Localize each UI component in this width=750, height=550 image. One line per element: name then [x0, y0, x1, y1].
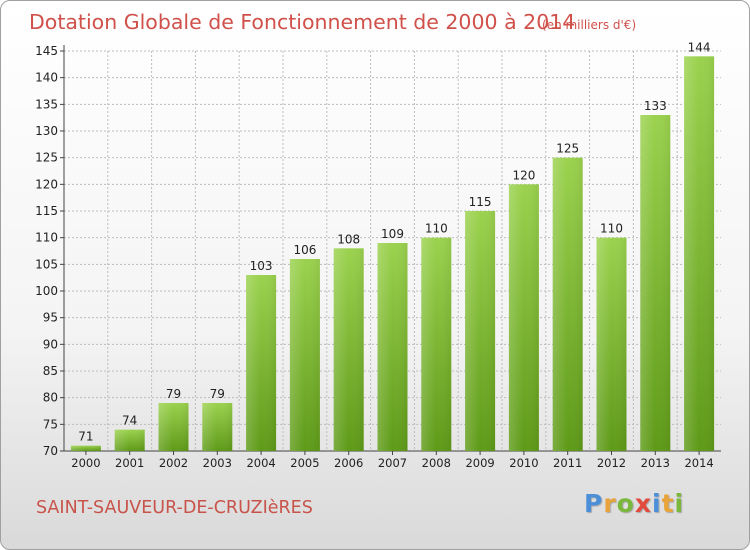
- x-tick-label: 2008: [422, 456, 451, 470]
- data-label: 79: [210, 387, 225, 401]
- chart-unit: (en milliers d'€): [542, 18, 637, 32]
- data-label: 106: [293, 243, 316, 257]
- x-tick-label: 2010: [509, 456, 538, 470]
- data-label: 115: [469, 195, 492, 209]
- bar-shine: [114, 429, 145, 451]
- x-tick-label: 2006: [334, 456, 363, 470]
- data-label: 108: [337, 232, 360, 246]
- y-tick-label: 105: [35, 257, 58, 271]
- x-tick-label: 2001: [115, 456, 144, 470]
- bar-shine: [596, 237, 627, 451]
- y-tick-label: 115: [35, 204, 58, 218]
- y-tick-label: 125: [35, 151, 58, 165]
- logo-letter: i: [652, 489, 662, 518]
- data-label: 133: [644, 99, 667, 113]
- x-tick-label: 2002: [159, 456, 188, 470]
- bar-shine: [552, 157, 583, 451]
- y-tick-label: 110: [35, 231, 58, 245]
- x-tick-label: 2007: [378, 456, 407, 470]
- data-label: 103: [250, 259, 273, 273]
- y-tick-label: 135: [35, 97, 58, 111]
- y-tick-label: 130: [35, 124, 58, 138]
- y-tick-label: 145: [35, 44, 58, 58]
- bar-shine: [333, 248, 364, 451]
- data-label: 74: [122, 414, 137, 428]
- data-label: 144: [688, 40, 711, 54]
- commune-name: SAINT-SAUVEUR-DE-CRUZIèRES: [36, 498, 313, 518]
- logo-letter: t: [661, 489, 675, 518]
- bar-shine: [246, 275, 277, 451]
- bar-shine: [202, 403, 233, 451]
- y-tick-label: 95: [43, 311, 58, 325]
- bar-shine: [684, 56, 715, 451]
- y-tick-label: 70: [43, 444, 58, 458]
- bar-shine: [289, 259, 320, 451]
- logo-letter: r: [603, 489, 617, 518]
- bar-shine: [508, 184, 539, 452]
- bar-shine: [640, 115, 671, 451]
- y-tick-label: 100: [35, 284, 58, 298]
- proxiti-logo[interactable]: Proxiti: [584, 489, 684, 518]
- x-tick-label: 2004: [246, 456, 275, 470]
- y-tick-label: 80: [43, 391, 58, 405]
- y-tick-label: 140: [35, 71, 58, 85]
- x-tick-label: 2005: [290, 456, 319, 470]
- x-tick-label: 2000: [71, 456, 100, 470]
- y-tick-label: 120: [35, 177, 58, 191]
- logo-letter: o: [616, 489, 635, 518]
- data-label: 79: [166, 387, 181, 401]
- data-label: 110: [425, 222, 448, 236]
- data-label: 120: [512, 168, 535, 182]
- bars: [70, 56, 715, 452]
- bar-shine: [158, 403, 189, 451]
- x-tick-label: 2003: [203, 456, 232, 470]
- bar-shine: [421, 237, 452, 451]
- bar-shine: [70, 445, 101, 451]
- data-label: 110: [600, 222, 623, 236]
- data-labels: 71 74 79 79 103 106 108 109 110 115 120 125 110 133 14…: [78, 40, 710, 443]
- bar-shine: [377, 243, 408, 451]
- logo-letter: P: [584, 489, 604, 518]
- x-tick-label: 2013: [641, 456, 670, 470]
- x-tick-label: 2009: [465, 456, 494, 470]
- chart-title: Dotation Globale de Fonctionnement de 20…: [29, 10, 576, 34]
- bar-shine: [465, 211, 496, 451]
- data-label: 71: [78, 430, 93, 444]
- data-label: 109: [381, 227, 404, 241]
- x-tick-label: 2012: [597, 456, 626, 470]
- logo-letter: x: [634, 489, 652, 518]
- x-tick-label: 2011: [553, 456, 582, 470]
- x-tick-label: 2014: [684, 456, 713, 470]
- y-tick-label: 90: [43, 337, 58, 351]
- logo-letter: i: [674, 489, 685, 518]
- data-label: 125: [556, 142, 579, 156]
- y-tick-label: 75: [43, 417, 58, 431]
- y-tick-label: 85: [43, 364, 58, 378]
